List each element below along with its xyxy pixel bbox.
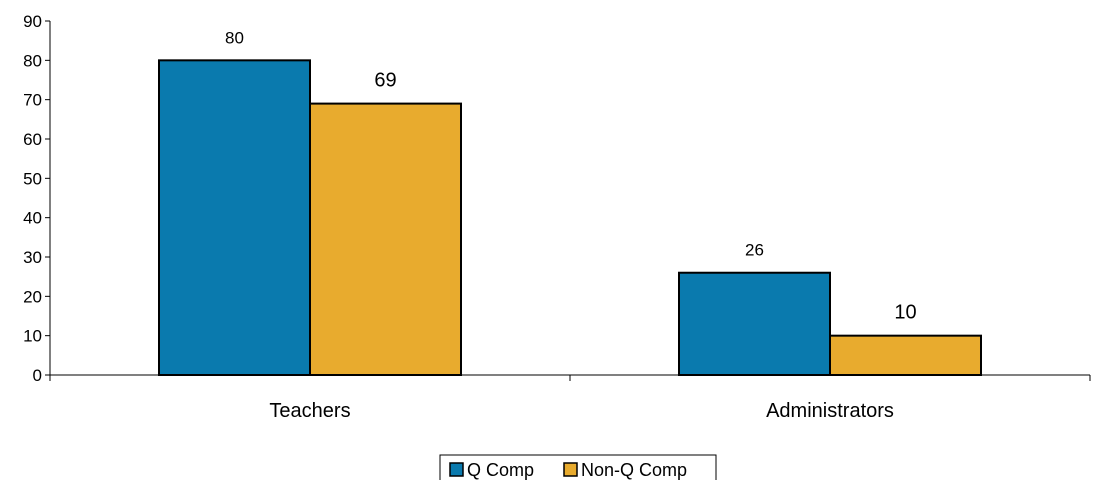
- legend-box: [439, 454, 717, 480]
- y-tick-label: 50: [23, 169, 42, 188]
- legend-label: Non-Q Comp: [581, 460, 687, 480]
- x-axis: Teachers Administrators: [49, 374, 1091, 422]
- bar-non-q-comp-administrators: [829, 334, 982, 376]
- category-label: Teachers: [269, 400, 350, 422]
- legend-swatch: [449, 462, 464, 477]
- y-tick-label: 20: [23, 287, 42, 306]
- data-label: 69: [374, 70, 396, 92]
- legend: Q Comp Non-Q Comp: [439, 454, 717, 480]
- bar-non-q-comp-teachers: [309, 102, 462, 376]
- y-tick-label: 0: [33, 366, 42, 385]
- y-tick-label: 10: [23, 327, 42, 346]
- data-label: 80: [225, 28, 244, 47]
- bars: [158, 59, 982, 377]
- data-label: 10: [894, 302, 916, 324]
- category-label: Administrators: [766, 400, 894, 422]
- y-tick-label: 30: [23, 248, 42, 267]
- y-tick-label: 40: [23, 209, 42, 228]
- y-axis: 0 10 20 30 40 50 60 70 80 90: [23, 12, 51, 385]
- bar-q-comp-administrators: [678, 271, 831, 377]
- bar-q-comp-teachers: [158, 59, 311, 376]
- y-tick-label: 90: [23, 12, 42, 31]
- data-label: 26: [745, 241, 764, 260]
- legend-swatch: [563, 462, 578, 477]
- y-tick-label: 80: [23, 51, 42, 70]
- y-tick-label: 70: [23, 91, 42, 110]
- data-labels: 80 69 26 10: [225, 28, 917, 323]
- y-tick-label: 60: [23, 130, 42, 149]
- legend-label: Q Comp: [467, 460, 534, 480]
